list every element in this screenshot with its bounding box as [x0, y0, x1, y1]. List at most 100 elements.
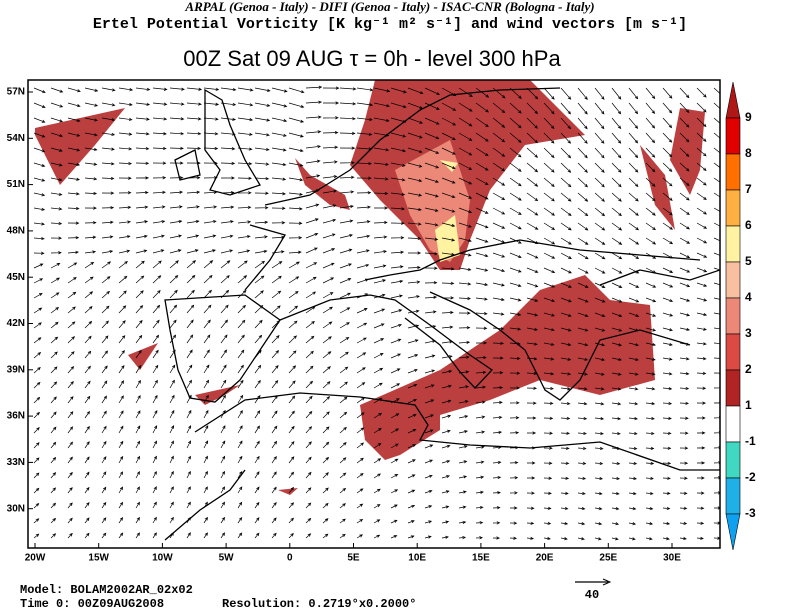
wind-vector	[628, 282, 640, 288]
wind-vector	[254, 260, 266, 269]
wind-vector	[543, 372, 555, 376]
wind-vector	[407, 383, 418, 389]
wind-vector	[424, 87, 441, 96]
wind-vector	[237, 319, 246, 329]
wind-vector	[543, 162, 555, 173]
wind-vector	[33, 457, 40, 464]
wind-vector	[374, 206, 389, 210]
wind-vector	[390, 458, 399, 464]
wind-vector	[594, 117, 605, 130]
wind-vector	[407, 520, 415, 524]
wind-vector	[492, 521, 501, 525]
wind-vector	[33, 263, 44, 269]
wind-vector	[509, 252, 522, 259]
wind-vector	[135, 364, 142, 374]
wind-vector	[50, 472, 57, 479]
wind-vector	[186, 501, 191, 509]
wind-vector	[33, 518, 40, 524]
wind-vector	[611, 222, 623, 231]
wind-vector	[424, 384, 435, 389]
colorbar-box	[725, 441, 741, 479]
wind-vector	[339, 487, 347, 494]
wind-vector	[339, 278, 352, 284]
wind-vector	[594, 312, 606, 318]
wind-vector	[101, 335, 109, 344]
wind-vector	[475, 117, 489, 128]
wind-vector	[390, 428, 400, 434]
wind-vector	[220, 440, 226, 449]
resolution-label: Resolution: 0.2719°x0.2000°	[222, 597, 416, 611]
wind-vector	[424, 147, 440, 154]
wind-vector	[662, 117, 673, 129]
wind-vector	[152, 260, 162, 269]
wind-vector	[696, 536, 704, 540]
wind-vector	[628, 132, 639, 144]
wind-vector	[220, 319, 229, 329]
wind-vector	[662, 297, 674, 303]
wind-vector	[441, 355, 453, 359]
wind-vector	[407, 368, 418, 374]
wind-vector	[679, 446, 689, 450]
wind-vector	[611, 372, 622, 376]
wind-vector	[101, 162, 115, 166]
wind-vector	[237, 394, 244, 404]
wind-vector	[254, 191, 269, 195]
wind-vector	[407, 177, 423, 183]
wind-vector	[339, 503, 346, 509]
wind-vector	[288, 533, 294, 539]
wind-vector	[84, 235, 97, 239]
wind-vector	[679, 312, 691, 317]
wind-vector	[645, 342, 657, 347]
wind-vector	[475, 297, 488, 301]
wind-vector	[135, 132, 150, 136]
wind-vector	[33, 162, 46, 167]
wind-vector	[135, 349, 142, 359]
wind-vector	[237, 410, 243, 419]
wind-vector	[288, 162, 304, 167]
wind-vector	[118, 455, 124, 464]
wind-vector	[67, 306, 76, 314]
wind-vector	[577, 297, 589, 303]
wind-vector	[662, 267, 674, 273]
wind-vector	[526, 506, 535, 510]
wind-vector	[424, 222, 439, 227]
wind-vector	[288, 410, 295, 419]
wind-vector	[697, 416, 706, 420]
wind-vector	[543, 252, 556, 259]
wind-vector	[118, 320, 126, 329]
wind-vector	[50, 456, 57, 464]
wind-vector	[458, 385, 470, 389]
wind-vector	[50, 251, 62, 255]
wind-vector	[373, 191, 389, 196]
wind-vector	[475, 536, 484, 540]
wind-vector	[84, 395, 91, 404]
wind-vector	[509, 371, 521, 375]
wind-vector	[271, 275, 282, 284]
wind-vector	[152, 409, 158, 419]
wind-vector	[458, 177, 473, 185]
wind-vector	[84, 276, 94, 284]
wind-vector	[152, 516, 157, 524]
wind-vector	[441, 475, 450, 479]
wind-vector	[577, 507, 586, 511]
wind-vector	[390, 207, 406, 211]
wind-vector	[441, 490, 450, 494]
wind-vector	[203, 289, 212, 299]
wind-vector	[288, 117, 305, 123]
wind-vector	[135, 234, 148, 239]
wind-vector	[101, 261, 112, 269]
wind-vector	[424, 354, 436, 359]
wind-vector	[84, 425, 90, 434]
wind-vector	[152, 501, 157, 509]
wind-vector	[713, 416, 720, 420]
wind-vector	[713, 282, 720, 286]
wind-vector	[67, 147, 81, 152]
wind-vector	[509, 536, 518, 540]
wind-vector	[254, 455, 260, 464]
wind-vector	[628, 192, 639, 202]
wind-vector	[135, 395, 141, 404]
wind-vector	[271, 532, 277, 539]
wind-vector	[356, 518, 364, 524]
wind-vector	[67, 117, 81, 122]
wind-vector	[679, 267, 691, 273]
